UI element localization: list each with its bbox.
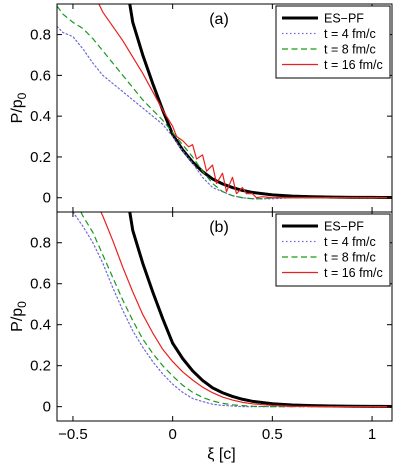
legend-entry: t = 8 fm/c xyxy=(324,43,376,57)
x-tick-label: −0.5 xyxy=(58,426,88,443)
series-line-0 xyxy=(128,4,392,200)
legend-entry: t = 16 fm/c xyxy=(324,58,383,72)
panel-b: 00.20.40.60.8−0.5 0 0.5 1P/p0ξ [c](b) ES−PFt… xyxy=(9,211,393,463)
x-tick-label: 1 xyxy=(368,426,376,443)
series-line-2 xyxy=(80,212,392,408)
legend-entry: t = 8 fm/c xyxy=(324,251,376,265)
series-line-0 xyxy=(128,212,392,408)
y-tick-label: 0.6 xyxy=(30,67,51,84)
plot-frame xyxy=(56,211,393,422)
x-tick-label: 0.5 xyxy=(262,426,283,443)
y-tick-label: 0.4 xyxy=(30,108,51,125)
series-line-3 xyxy=(98,4,392,199)
y-tick-label: 0.8 xyxy=(30,27,51,44)
y-tick-label: 0.8 xyxy=(30,235,51,252)
legend-entry: t = 4 fm/c xyxy=(324,235,376,249)
panel-a: 0 0.2 0.4 0.6 0.8 P/p0 (a) ES−PFt = 4 fm/c t = 8… xyxy=(9,3,393,213)
series-line-3 xyxy=(100,212,392,408)
series-line-1 xyxy=(57,25,392,200)
legend-entry: ES−PF xyxy=(324,220,364,234)
x-axis-label: ξ [c] xyxy=(207,446,236,463)
series-group xyxy=(72,212,392,408)
legend-entry: t = 16 fm/c xyxy=(324,266,383,280)
panel-label: (a) xyxy=(209,11,229,28)
legend-entry: t = 4 fm/c xyxy=(324,27,376,41)
y-tick-label: 0.2 xyxy=(30,149,51,166)
y-tick-label: 0.6 xyxy=(30,276,51,293)
y-tick-label: 0 xyxy=(43,190,51,207)
legend: ES−PFt = 4 fm/c t = 8 fm/ct = 16 fm/c xyxy=(275,213,391,287)
series-line-2 xyxy=(57,5,392,200)
panel-label: (b) xyxy=(209,219,229,236)
legend-entry: ES−PF xyxy=(324,12,364,26)
x-tick-label: 0 xyxy=(168,426,176,443)
legend-box xyxy=(275,5,391,79)
y-tick-label: 0 xyxy=(43,399,51,416)
y-axis-label: P/p0 xyxy=(9,301,29,332)
legend: ES−PFt = 4 fm/c t = 8 fm/ct = 16 fm/c xyxy=(275,5,391,79)
series-group xyxy=(57,4,392,200)
y-tick-label: 0.4 xyxy=(30,317,51,334)
y-axis-label: P/p0 xyxy=(9,92,29,123)
y-tick-label: 0.2 xyxy=(30,358,51,375)
